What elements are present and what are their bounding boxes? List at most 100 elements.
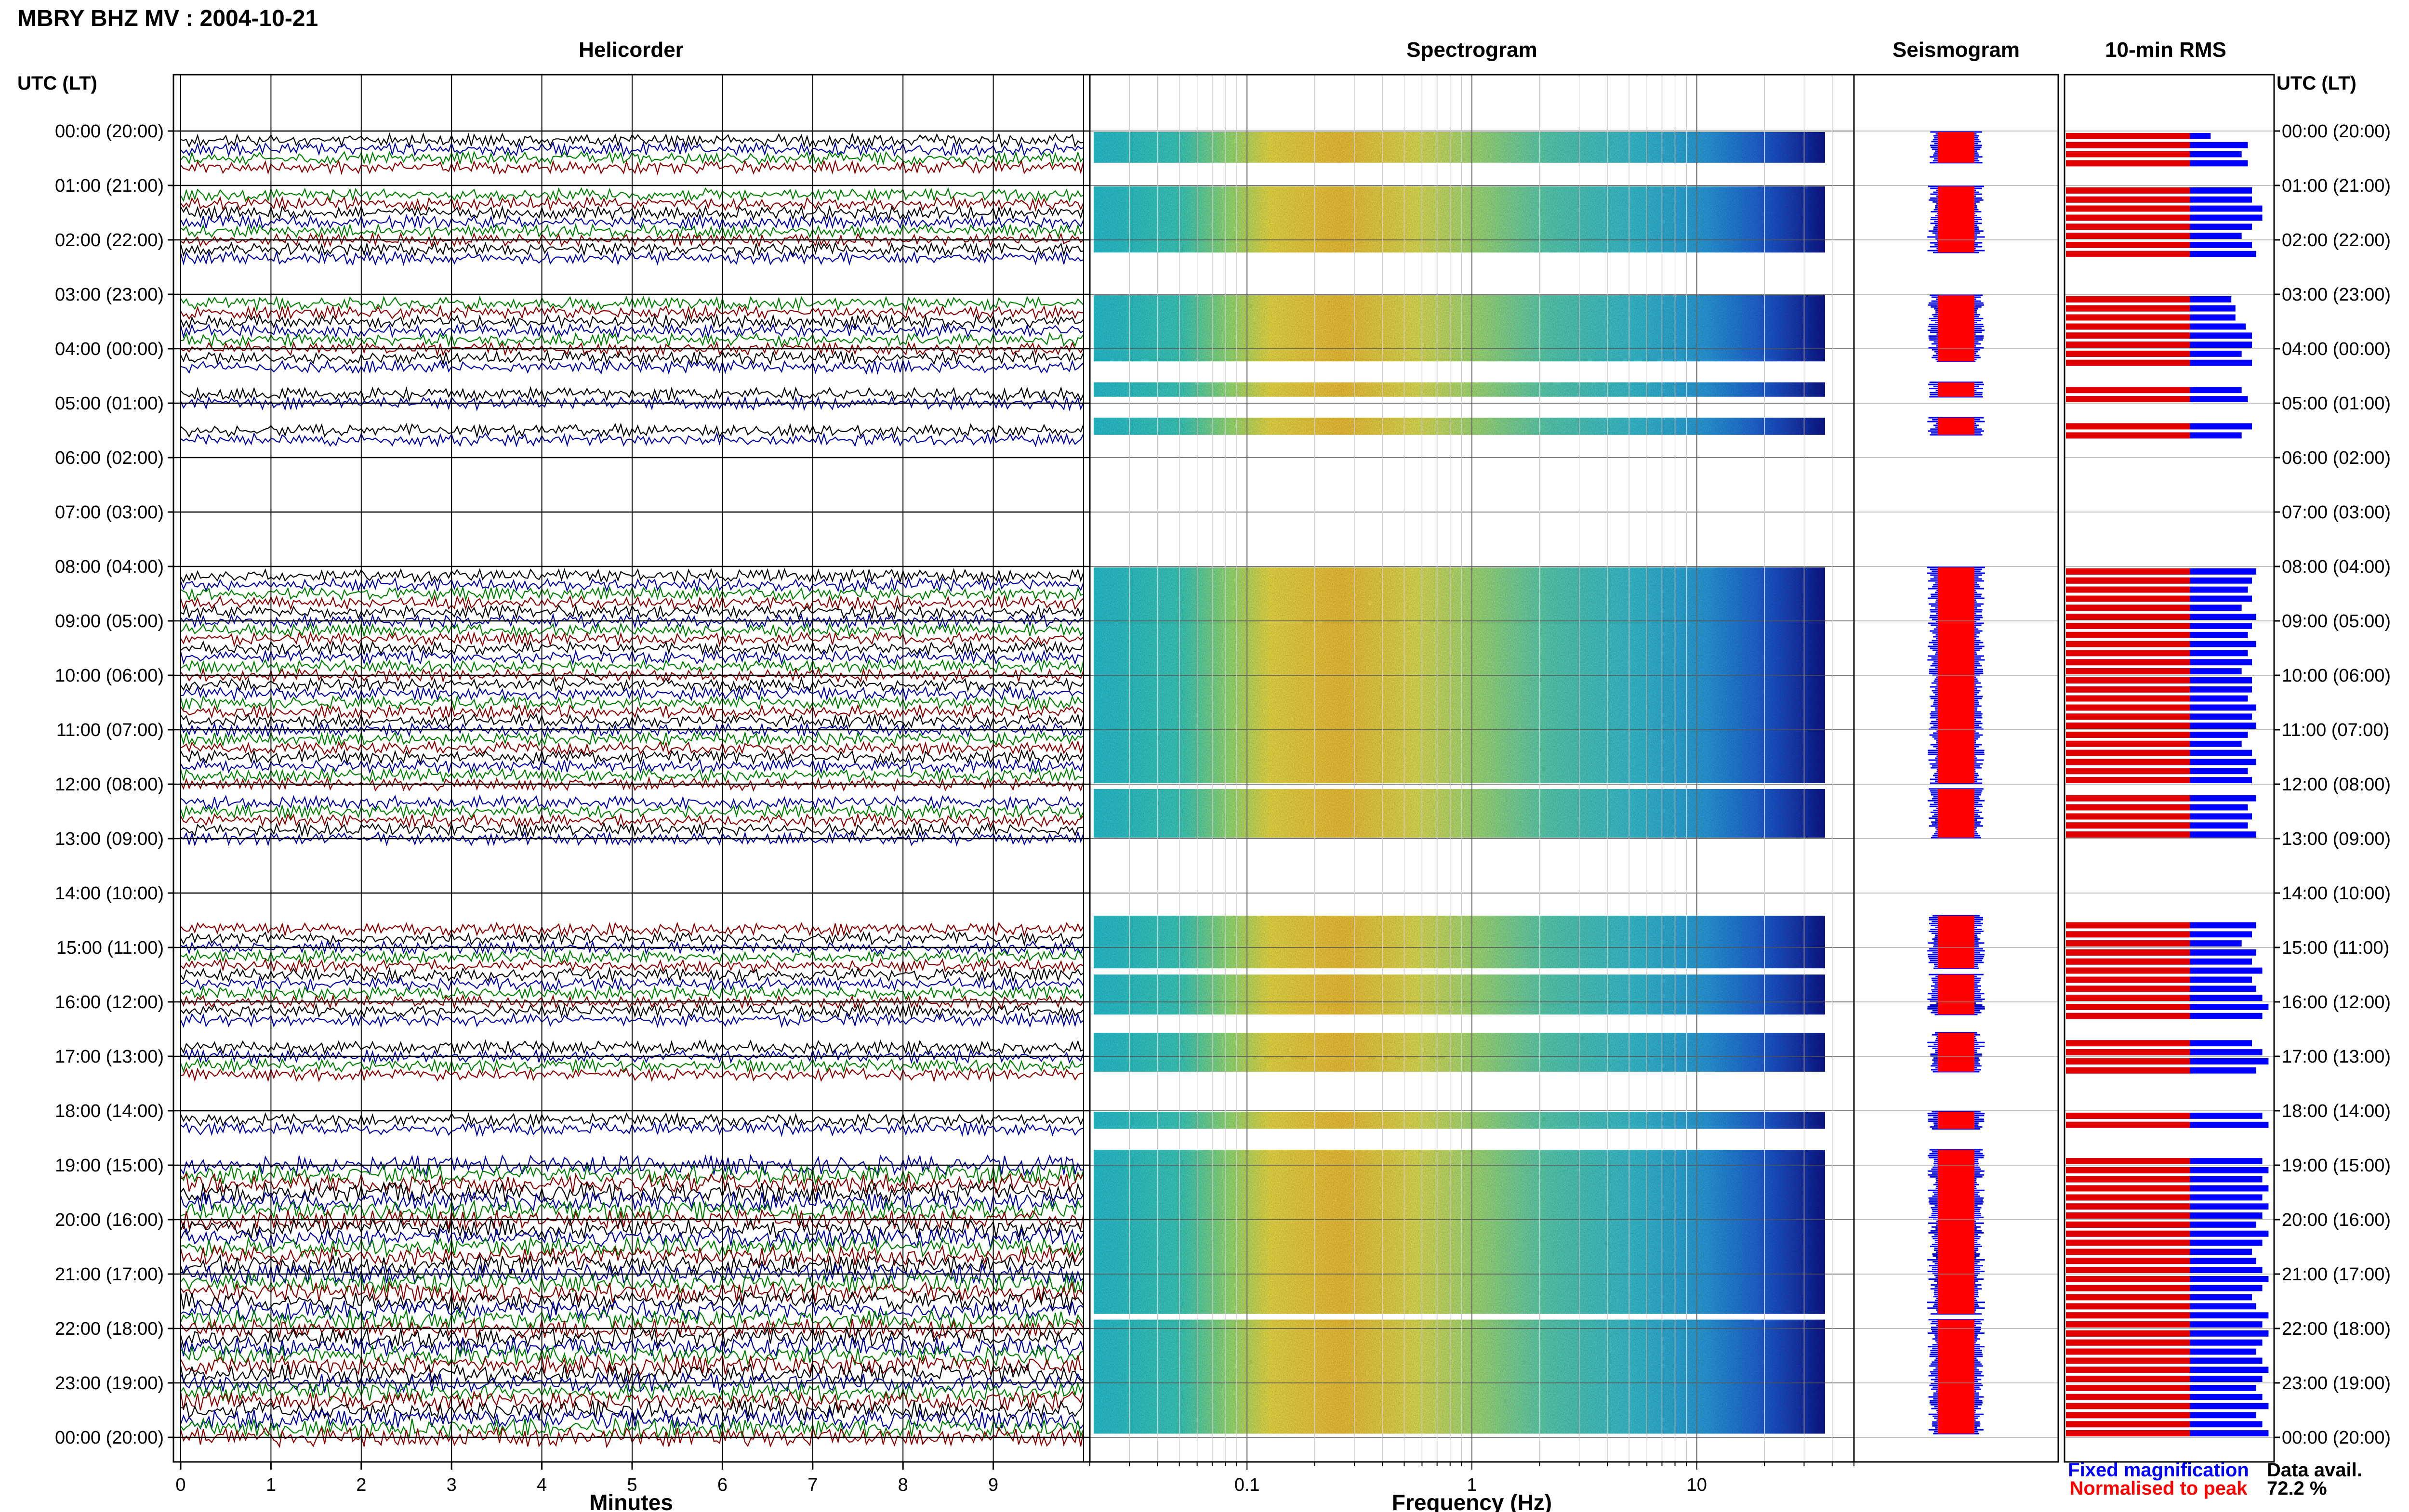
rms-normalised-bar: [2066, 1403, 2190, 1409]
rms-normalised-bar: [2066, 1058, 2190, 1065]
rms-normalised-bar: [2066, 1121, 2190, 1128]
frequency-tick-label: 1: [1467, 1475, 1477, 1495]
rms-normalised-bar: [2066, 1194, 2190, 1201]
time-label-right: 08:00 (04:00): [2282, 557, 2391, 577]
seismogram-normalised-trace: [1938, 132, 1974, 163]
rms-normalised-bar: [2066, 614, 2190, 620]
data-layer: [180, 131, 2269, 1448]
axis-labels: 00:00 (20:00) 00:00 (20:00) 01:00 (21:00) 0…: [55, 121, 2391, 1495]
rms-normalised-bar: [2066, 196, 2190, 203]
rms-normalised-bar: [2066, 1385, 2190, 1391]
data-availability-label: Data avail.: [2267, 1459, 2362, 1481]
rms-normalised-bar: [2066, 677, 2190, 684]
rms-normalised-bar: [2066, 432, 2190, 439]
rms-normalised-bar: [2066, 922, 2190, 929]
rms-normalised-bar: [2066, 759, 2190, 765]
time-label-left: 22:00 (18:00): [55, 1319, 164, 1339]
rms-normalised-bar: [2066, 768, 2190, 775]
rms-normalised-bar: [2066, 1012, 2190, 1019]
spectrogram-block: [1094, 382, 1825, 397]
rms-panel-title: 10-min RMS: [2105, 38, 2226, 62]
rms-normalised-bar: [2066, 631, 2190, 638]
panel-frame: [2064, 74, 2275, 1463]
rms-normalised-bar: [2066, 749, 2190, 756]
time-label-left: 10:00 (06:00): [55, 666, 164, 686]
spectrogram-block: [1094, 132, 1825, 163]
time-label-right: 15:00 (11:00): [2282, 938, 2389, 958]
frequency-tick-label: 10: [1687, 1475, 1707, 1495]
time-label-left: 09:00 (05:00): [55, 611, 164, 631]
rms-normalised-bar: [2066, 1303, 2190, 1310]
rms-normalised-bar: [2066, 732, 2190, 738]
rms-normalised-bar: [2066, 296, 2190, 302]
rms-normalised-bar: [2066, 1040, 2190, 1047]
time-label-right: 13:00 (09:00): [2282, 829, 2391, 849]
rms-normalised-bar: [2066, 1185, 2190, 1192]
rms-normalised-bar: [2066, 242, 2190, 248]
rms-normalised-bar: [2066, 1212, 2190, 1219]
time-label-right: 01:00 (21:00): [2282, 176, 2391, 196]
minute-tick-label: 3: [447, 1475, 457, 1495]
rms-normalised-bar: [2066, 740, 2190, 747]
rms-normalised-bar: [2066, 686, 2190, 693]
time-label-right: 03:00 (23:00): [2282, 285, 2391, 305]
time-label-right: 11:00 (07:00): [2282, 720, 2389, 740]
rms-normalised-bar: [2066, 1249, 2190, 1255]
rms-normalised-bar: [2066, 1113, 2190, 1119]
rms-normalised-bar: [2066, 831, 2190, 838]
rms-normalised-bar: [2066, 1357, 2190, 1364]
time-label-right: 19:00 (15:00): [2282, 1156, 2391, 1176]
time-label-left: 20:00 (16:00): [55, 1210, 164, 1230]
spectrogram-block: [1094, 186, 1825, 253]
seismogram-normalised-trace: [1938, 1033, 1974, 1072]
spectrogram-block: [1094, 916, 1825, 969]
rms-normalised-bar: [2066, 1230, 2190, 1237]
rms-normalised-bar: [2066, 387, 2190, 394]
rms-normalised-bar: [2066, 187, 2190, 194]
minute-tick-label: 0: [175, 1475, 185, 1495]
seismogram-normalised-trace: [1938, 295, 1974, 362]
rms-normalised-bar: [2066, 641, 2190, 647]
rms-normalised-bar: [2066, 568, 2190, 575]
seismogram-normalised-trace: [1938, 1319, 1974, 1434]
rms-normalised-bar: [2066, 1239, 2190, 1246]
rms-normalised-bar: [2066, 804, 2190, 811]
rms-normalised-bar: [2066, 1421, 2190, 1428]
rms-normalised-bar: [2066, 142, 2190, 148]
seismogram-panel-title: Seismogram: [1893, 38, 2020, 62]
rms-normalised-bar: [2066, 995, 2190, 1001]
time-label-right: 07:00 (03:00): [2282, 502, 2391, 523]
rms-normalised-bar: [2066, 1367, 2190, 1373]
rms-normalised-bar: [2066, 133, 2190, 139]
rms-normalised-bar: [2066, 323, 2190, 330]
rms-normalised-bar: [2066, 305, 2190, 312]
minute-tick-label: 5: [627, 1475, 637, 1495]
spectrogram-block: [1094, 418, 1825, 435]
rms-normalised-bar: [2066, 1285, 2190, 1291]
time-label-right: 18:00 (14:00): [2282, 1101, 2391, 1121]
time-label-right: 20:00 (16:00): [2282, 1210, 2391, 1230]
rms-normalised-bar: [2066, 1321, 2190, 1328]
spectrogram-block: [1094, 1112, 1825, 1129]
rms-normalised-bar: [2066, 940, 2190, 947]
time-label-right: 00:00 (20:00): [2282, 1428, 2391, 1448]
rms-normalised-bar: [2066, 205, 2190, 212]
time-label-left: 14:00 (10:00): [55, 883, 164, 904]
seismogram-normalised-trace: [1938, 418, 1974, 435]
time-label-left: 07:00 (03:00): [55, 502, 164, 523]
figure-title: MBRY BHZ MV : 2004-10-21: [17, 6, 318, 31]
time-label-left: 16:00 (12:00): [55, 992, 164, 1012]
minute-tick-label: 6: [717, 1475, 728, 1495]
rms-normalised-bar: [2066, 650, 2190, 657]
rms-normalised-bar: [2066, 1049, 2190, 1055]
rms-normalised-bar: [2066, 795, 2190, 802]
rms-normalised-bar: [2066, 967, 2190, 974]
legend-fixed-magnification: Fixed magnification: [2068, 1459, 2249, 1481]
helicorder-panel-title: Helicorder: [579, 38, 684, 62]
helicorder-x-axis-title: Minutes: [589, 1490, 673, 1512]
time-label-right: 10:00 (06:00): [2282, 666, 2391, 686]
rms-normalised-bar: [2066, 1203, 2190, 1210]
time-label-left: 17:00 (13:00): [55, 1047, 164, 1067]
panel-frames: [172, 74, 2275, 1463]
time-label-right: 05:00 (01:00): [2282, 394, 2391, 414]
